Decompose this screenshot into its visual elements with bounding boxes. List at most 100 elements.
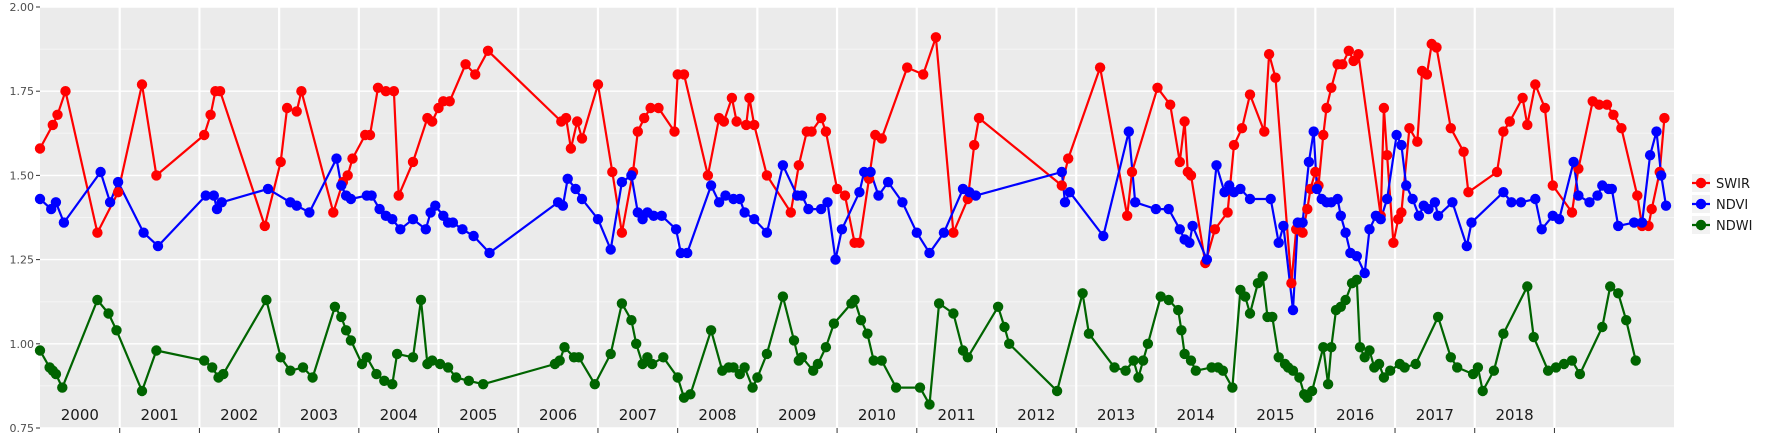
data-point-ndvi bbox=[1235, 183, 1246, 195]
data-point-ndvi bbox=[815, 203, 827, 215]
data-point-swir bbox=[653, 102, 664, 114]
data-point-ndvi bbox=[1644, 150, 1656, 161]
data-point-ndvi bbox=[1636, 217, 1648, 228]
data-point-ndvi bbox=[1461, 240, 1473, 252]
data-point-ndvi bbox=[1656, 170, 1667, 181]
data-point-swir bbox=[702, 170, 714, 181]
data-point-ndwi bbox=[1542, 365, 1554, 376]
data-point-ndvi bbox=[1174, 224, 1186, 235]
data-point-ndwi bbox=[1155, 291, 1166, 302]
data-point-ndwi bbox=[1322, 379, 1334, 390]
data-point-swir bbox=[1222, 207, 1233, 218]
year-labels: 2000 2001 2002 2003 2004 2005 2006 2007 2008 2009… bbox=[61, 406, 1534, 424]
data-point-swir bbox=[669, 126, 680, 137]
data-point-swir bbox=[1601, 99, 1613, 110]
data-point-ndvi bbox=[208, 190, 219, 201]
data-point-ndvi bbox=[682, 247, 693, 259]
data-point-swir bbox=[815, 112, 827, 124]
legend: SWIR NDVI NDWI bbox=[1692, 174, 1752, 234]
data-point-ndwi bbox=[1498, 328, 1509, 339]
data-point-ndvi bbox=[420, 224, 431, 235]
data-point-ndvi bbox=[739, 207, 750, 218]
data-point-ndwi bbox=[136, 385, 148, 397]
data-point-ndvi bbox=[1311, 183, 1323, 195]
data-point-swir bbox=[328, 207, 339, 218]
data-point-swir bbox=[639, 112, 650, 124]
year-label-2015: 2015 bbox=[1256, 406, 1294, 424]
data-point-ndvi bbox=[262, 183, 274, 195]
data-point-swir bbox=[259, 220, 270, 232]
data-point-swir bbox=[854, 237, 865, 248]
data-point-ndwi bbox=[999, 321, 1010, 333]
data-point-swir bbox=[1318, 129, 1329, 141]
data-point-ndwi bbox=[218, 368, 229, 380]
data-point-ndwi bbox=[415, 294, 427, 306]
data-point-swir bbox=[592, 79, 604, 90]
data-point-swir bbox=[1321, 102, 1332, 114]
data-point-ndwi bbox=[442, 362, 454, 373]
data-point-ndvi bbox=[562, 173, 573, 184]
data-point-ndwi bbox=[1613, 288, 1624, 299]
data-point-swir bbox=[1302, 203, 1313, 215]
data-point-ndvi bbox=[570, 183, 581, 195]
data-point-swir bbox=[1659, 112, 1670, 124]
data-point-ndwi bbox=[752, 372, 763, 383]
data-point-ndwi bbox=[1528, 331, 1539, 343]
data-point-ndwi bbox=[1004, 338, 1015, 349]
data-point-swir bbox=[718, 116, 730, 127]
data-point-ndvi bbox=[457, 224, 468, 235]
data-point-swir bbox=[1122, 210, 1133, 221]
data-point-ndvi bbox=[670, 224, 682, 235]
data-point-ndwi bbox=[948, 308, 959, 319]
data-point-swir bbox=[151, 170, 162, 181]
data-point-swir bbox=[1547, 180, 1559, 191]
data-point-ndvi bbox=[200, 190, 211, 201]
data-point-ndvi bbox=[576, 193, 588, 205]
data-point-ndwi bbox=[777, 291, 789, 302]
data-point-ndwi bbox=[1351, 274, 1363, 285]
data-point-ndvi bbox=[803, 203, 814, 215]
data-point-ndvi bbox=[1592, 190, 1603, 201]
data-point-swir bbox=[1263, 49, 1275, 60]
data-point-ndvi bbox=[1628, 217, 1640, 228]
data-point-ndvi bbox=[1498, 187, 1509, 198]
year-label-2009: 2009 bbox=[778, 406, 816, 424]
year-label-2018: 2018 bbox=[1495, 406, 1533, 424]
data-point-ndvi bbox=[1391, 129, 1402, 141]
data-point-ndwi bbox=[728, 362, 739, 373]
data-point-swir bbox=[52, 109, 63, 121]
data-point-ndvi bbox=[734, 193, 745, 205]
year-label-2012: 2012 bbox=[1017, 406, 1055, 424]
data-point-ndwi bbox=[1354, 342, 1366, 353]
data-point-ndvi bbox=[1568, 156, 1579, 168]
data-point-swir bbox=[388, 86, 400, 97]
data-point-ndvi bbox=[1273, 237, 1284, 248]
y-tick-label: 1.25 bbox=[10, 254, 35, 267]
data-point-swir bbox=[565, 143, 577, 154]
data-point-swir bbox=[347, 153, 358, 164]
data-point-ndwi bbox=[924, 399, 935, 410]
data-point-ndwi bbox=[463, 375, 474, 386]
data-point-ndvi bbox=[1332, 193, 1343, 205]
data-point-swir bbox=[1310, 166, 1321, 178]
data-point-ndwi bbox=[1597, 321, 1608, 333]
data-point-swir bbox=[1522, 119, 1533, 131]
data-point-swir bbox=[1593, 99, 1605, 110]
data-point-swir bbox=[1646, 203, 1657, 215]
data-point-ndwi bbox=[1240, 291, 1251, 302]
data-point-ndvi bbox=[1584, 197, 1595, 208]
data-point-ndvi bbox=[331, 153, 342, 164]
data-point-swir bbox=[785, 207, 796, 218]
data-point-swir bbox=[1396, 207, 1407, 218]
data-point-ndwi bbox=[1257, 271, 1268, 282]
data-point-ndwi bbox=[672, 372, 683, 383]
data-point-ndvi bbox=[304, 207, 315, 218]
data-point-ndwi bbox=[559, 342, 570, 353]
data-point-swir bbox=[1353, 49, 1364, 60]
data-point-ndvi bbox=[387, 214, 398, 225]
data-point-ndvi bbox=[34, 193, 46, 205]
data-point-ndwi bbox=[261, 294, 272, 306]
data-point-ndvi bbox=[345, 193, 357, 205]
year-label-2002: 2002 bbox=[220, 406, 258, 424]
y-tick-label: 1.50 bbox=[10, 169, 35, 182]
